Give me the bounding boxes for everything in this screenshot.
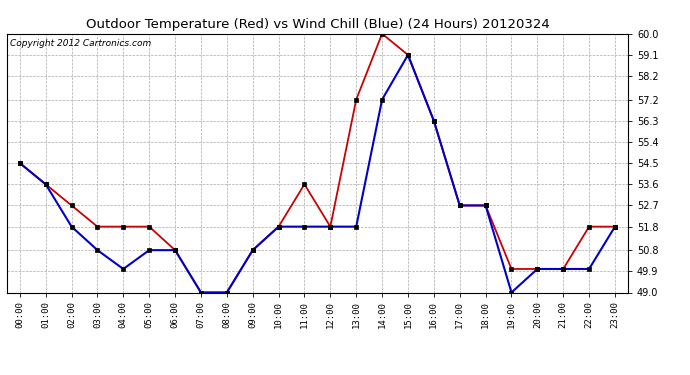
Title: Outdoor Temperature (Red) vs Wind Chill (Blue) (24 Hours) 20120324: Outdoor Temperature (Red) vs Wind Chill …	[86, 18, 549, 31]
Text: Copyright 2012 Cartronics.com: Copyright 2012 Cartronics.com	[10, 39, 151, 48]
